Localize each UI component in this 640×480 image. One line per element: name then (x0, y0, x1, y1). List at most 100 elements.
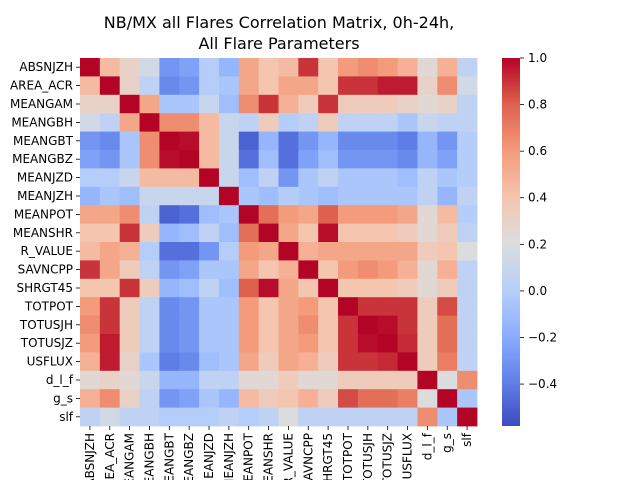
heatmap-cells (80, 58, 478, 427)
heatmap-cell (338, 389, 359, 408)
heatmap-cell (199, 407, 220, 427)
row-tick-label: SAVNCPP (18, 263, 73, 277)
heatmap-cell (278, 407, 299, 427)
heatmap-cell (238, 186, 260, 206)
heatmap-cell (437, 205, 458, 224)
heatmap-cell (338, 334, 359, 353)
heatmap-cell (199, 370, 220, 390)
heatmap-cell (437, 242, 458, 261)
heatmap-cell (417, 260, 438, 280)
colorbar-tick-label: 0.0 (528, 284, 547, 298)
heatmap-cell (139, 334, 160, 353)
heatmap-cell (437, 260, 458, 280)
heatmap-cell (278, 352, 299, 372)
heatmap-cell (298, 94, 319, 114)
heatmap-cell (159, 223, 180, 243)
heatmap-cell (238, 94, 260, 114)
heatmap-cell (397, 260, 418, 280)
heatmap-cell (238, 278, 260, 298)
heatmap-cell (338, 168, 359, 188)
heatmap-cell (159, 205, 180, 224)
heatmap-cell (417, 242, 438, 261)
heatmap-cell (437, 407, 458, 427)
heatmap-cell (338, 205, 359, 224)
heatmap-cell (179, 278, 200, 298)
heatmap-cell (298, 186, 319, 206)
heatmap-cell (278, 94, 299, 114)
heatmap-cell (258, 260, 279, 280)
heatmap-cell (417, 407, 438, 427)
heatmap-cell (119, 260, 140, 280)
heatmap-cell (258, 131, 279, 151)
heatmap-cell (258, 94, 279, 114)
heatmap-cell (377, 260, 398, 280)
heatmap-cell (457, 315, 478, 335)
heatmap-cell (437, 94, 458, 114)
heatmap-cell (318, 334, 339, 353)
row-tick-label: USFLUX (27, 355, 73, 369)
heatmap-cell (99, 260, 121, 280)
heatmap-cell (278, 76, 299, 96)
heatmap-cell (119, 370, 140, 390)
heatmap-cell (238, 297, 260, 316)
heatmap-cell (278, 186, 299, 206)
heatmap-cell (139, 223, 160, 243)
heatmap-cell (457, 113, 478, 132)
heatmap-cell (80, 315, 101, 335)
colorbar-tick-label: −0.4 (528, 377, 557, 391)
heatmap-cell (457, 58, 478, 77)
heatmap-cell (258, 278, 279, 298)
heatmap-cell (159, 334, 180, 353)
heatmap-cell (417, 278, 438, 298)
heatmap-cell (318, 94, 339, 114)
heatmap-cell (238, 223, 260, 243)
heatmap-cell (357, 315, 379, 335)
heatmap-cell (159, 150, 180, 169)
heatmap-cell (179, 315, 200, 335)
heatmap-cell (417, 94, 438, 114)
heatmap-cell (139, 315, 160, 335)
heatmap-cell (218, 242, 240, 261)
column-tick-label: MEANJZD (202, 433, 216, 480)
heatmap-cell (457, 260, 478, 280)
heatmap-cell (80, 389, 101, 408)
heatmap-cell (397, 407, 418, 427)
heatmap-cell (417, 58, 438, 77)
heatmap-cell (397, 113, 418, 132)
heatmap-cell (199, 260, 220, 280)
heatmap-cell (457, 186, 478, 206)
heatmap-cell (357, 113, 379, 132)
heatmap-cell (338, 407, 359, 427)
heatmap-cell (298, 131, 319, 151)
heatmap-cell (377, 168, 398, 188)
heatmap-cell (179, 352, 200, 372)
heatmap-cell (417, 352, 438, 372)
heatmap-cell (457, 352, 478, 372)
heatmap-cell (338, 223, 359, 243)
heatmap-cell (417, 297, 438, 316)
column-tick-label: MEANJZH (222, 433, 236, 480)
heatmap-cell (258, 168, 279, 188)
heatmap-cell (179, 58, 200, 77)
heatmap-cell (159, 297, 180, 316)
heatmap-cell (218, 168, 240, 188)
heatmap-cell (437, 168, 458, 188)
heatmap-cell (457, 131, 478, 151)
heatmap-cell (199, 278, 220, 298)
heatmap-cell (397, 389, 418, 408)
heatmap-cell (218, 334, 240, 353)
row-tick-label: g_s (53, 391, 73, 405)
heatmap-cell (159, 315, 180, 335)
heatmap-cell (278, 297, 299, 316)
heatmap-cell (397, 131, 418, 151)
heatmap-cell (159, 58, 180, 77)
heatmap-cell (99, 223, 121, 243)
heatmap-cell (199, 297, 220, 316)
heatmap-cell (218, 315, 240, 335)
heatmap-cell (159, 260, 180, 280)
heatmap-cell (298, 297, 319, 316)
heatmap-cell (377, 370, 398, 390)
heatmap-cell (298, 389, 319, 408)
row-tick-label: AREA_ACR (10, 79, 73, 93)
heatmap-cell (357, 352, 379, 372)
